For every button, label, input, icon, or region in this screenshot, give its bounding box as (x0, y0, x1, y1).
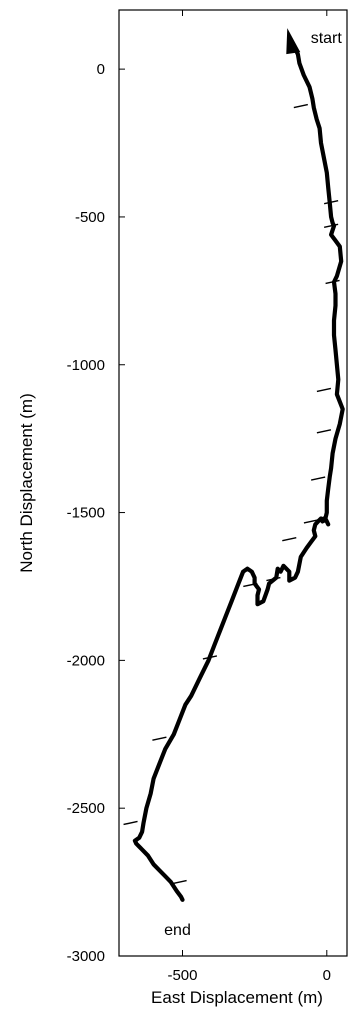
trajectory-tick-mark (123, 820, 138, 826)
trajectory-tick-mark (325, 279, 340, 285)
trajectory-tick-mark (172, 879, 187, 885)
trajectory-tick-mark (316, 387, 332, 393)
y-tick-label: 0 (97, 61, 105, 78)
trajectory-tick-mark (323, 223, 339, 228)
trajectory-tick-mark (310, 476, 326, 481)
trajectory-line (132, 36, 345, 902)
trajectory-tick-mark (323, 199, 339, 205)
trajectory-tick-mark (152, 736, 167, 741)
plot-frame (118, 9, 348, 957)
y-tick-label: -500 (75, 209, 105, 226)
trajectory-tick-mark (202, 655, 218, 660)
annotation-end: end (164, 922, 191, 939)
y-axis-title: North Displacement (m) (17, 393, 36, 573)
x-axis-title: East Displacement (m) (151, 988, 323, 1007)
x-tick-label: 0 (323, 967, 331, 984)
y-tick-label: -3000 (67, 948, 105, 965)
x-tick-label: -500 (167, 967, 197, 984)
trajectory-tick-mark (293, 103, 308, 109)
trajectory-tick-marks (123, 103, 340, 885)
trajectory-tick-mark (303, 519, 319, 524)
y-tick-label: -1000 (67, 357, 105, 374)
axis-tick-labels: 0 -500 -1000 -1500 -2000 -2500 -3000 -500 0 (67, 61, 331, 984)
y-tick-label: -1500 (67, 505, 105, 522)
axis-ticks (119, 10, 328, 957)
y-tick-label: -2500 (67, 800, 105, 817)
trajectory-tick-mark (316, 429, 332, 434)
y-tick-label: -2000 (67, 652, 105, 669)
trajectory-tick-mark (243, 582, 258, 588)
annotation-start: start (311, 30, 343, 47)
trajectory-tick-mark (282, 536, 297, 542)
start-marker (286, 28, 301, 55)
trajectory-tick-mark (266, 576, 281, 582)
